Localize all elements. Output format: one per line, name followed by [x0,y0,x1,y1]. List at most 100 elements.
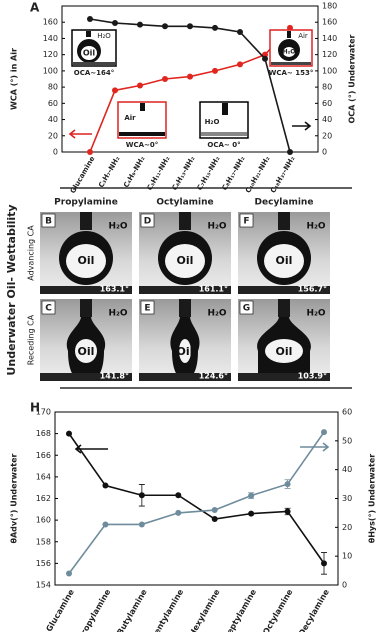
y2-tick-label: 180 [322,2,337,11]
arrow [300,442,330,452]
x-tick-label: Hexylamine [187,587,221,632]
x-tick-label: C₃H₇-NH₂ [97,155,121,189]
row-label: Receding CA [27,314,36,365]
oil-drop-core [265,339,303,363]
y-tick-label: 40 [48,115,58,124]
data-point [284,508,291,515]
substrate [40,373,132,381]
tile-letter-box [41,213,56,228]
data-point [175,492,182,499]
drop-label: Oil [78,345,95,358]
tile-letter: C [45,304,52,314]
x-tick-label: Decylamine [297,587,331,632]
y-tick-label: 0 [53,148,58,157]
x-tick-label: Glucamine [44,587,76,632]
y-tick-label: 20 [48,131,58,140]
tile-letter: E [144,304,150,314]
x-tick-label: C₅H₁₁-NH₂ [146,155,172,192]
data-point [87,15,93,22]
tile-letter-box [140,300,155,315]
angle-label: 163.1° [100,285,129,294]
y2-tick-label: 100 [322,66,337,75]
substrate [238,286,330,294]
angle-label: 141.8° [100,372,129,381]
x-tick-label: Heptylamine [222,587,259,632]
medium-label: H₂O [306,222,325,232]
medium-label: H₂O [108,309,127,319]
drop-label: Oil [177,254,194,267]
data-point [137,82,143,89]
tile-letter-box [140,213,155,228]
drop-label: Oil [276,254,293,267]
y2-tick-label: 140 [322,34,337,43]
data-point [162,76,168,82]
data-point [138,521,145,528]
inset-text: Oil [83,49,96,58]
angle-label: 124.6° [199,372,228,381]
data-point [87,149,93,155]
y2-tick-label: 160 [322,18,337,27]
data-point [321,429,327,436]
y2-tick-label: 80 [322,83,332,92]
data-point [102,521,109,528]
y2-axis-label: OCA (°) Underwater [348,34,357,123]
plot-frame [61,5,319,153]
drop-label: Oil [276,345,293,358]
medium-label: H₂O [207,309,226,319]
x-tick-label: C₇H₁₅-NH₂ [196,155,222,192]
y2-tick-label: 50 [342,436,352,445]
x-tick-label: Octylamine [261,587,295,632]
data-point [248,510,255,517]
inset-text: Air [298,32,308,40]
y2-tick-label: 60 [342,408,352,417]
needle [278,299,290,317]
oil-drop-core [179,339,191,363]
x-tick-label: Butylamine [115,587,149,632]
oil-drop-core [75,339,97,363]
y-tick-label: 154 [36,581,51,590]
oil-drop-core [66,244,106,278]
data-point [248,492,255,499]
y-tick-label: 80 [48,83,58,92]
y2-tick-label: 0 [342,581,347,590]
oil-drop-core [165,244,205,278]
data-point [66,430,72,437]
needle [80,299,92,317]
tile-letter-box [239,213,254,228]
substrate [139,286,231,294]
y-tick-label: 160 [43,18,58,27]
x-tick-label: C₈H₁₇-NH₂ [221,155,247,192]
data-point [112,87,118,94]
data-point [284,481,291,488]
angle-label: 161.1° [199,285,228,294]
data-point [175,509,182,516]
data-point [262,55,268,62]
column-label: Propylamine [54,198,118,208]
y-tick-label: 140 [43,34,58,43]
substrate [238,373,330,381]
y2-tick-label: 40 [342,465,352,474]
y2-tick-label: 30 [342,494,352,503]
data-point [138,492,145,499]
tile-letter: D [144,217,151,227]
arrow [292,121,312,131]
x-tick-label: Glucamine [69,155,97,195]
y-tick-label: 170 [36,408,51,417]
data-point [212,24,218,31]
medium-label: H₂O [207,222,226,232]
substrate [40,286,132,294]
tile-letter-box [239,300,254,315]
y2-axis-label: θHys(°) Underwater [368,454,377,544]
panel-label: H [30,401,40,415]
inset-substrate [201,132,247,136]
data-point [211,516,218,523]
tile-letter: B [45,217,52,227]
data-point [137,21,143,28]
data-point [102,482,109,489]
oil-drop-core [264,244,304,278]
y-tick-label: 160 [36,516,51,525]
data-point [212,67,218,74]
medium-label: H₂O [306,309,325,319]
angle-label: 156.7° [298,285,327,294]
substrate [139,373,231,381]
